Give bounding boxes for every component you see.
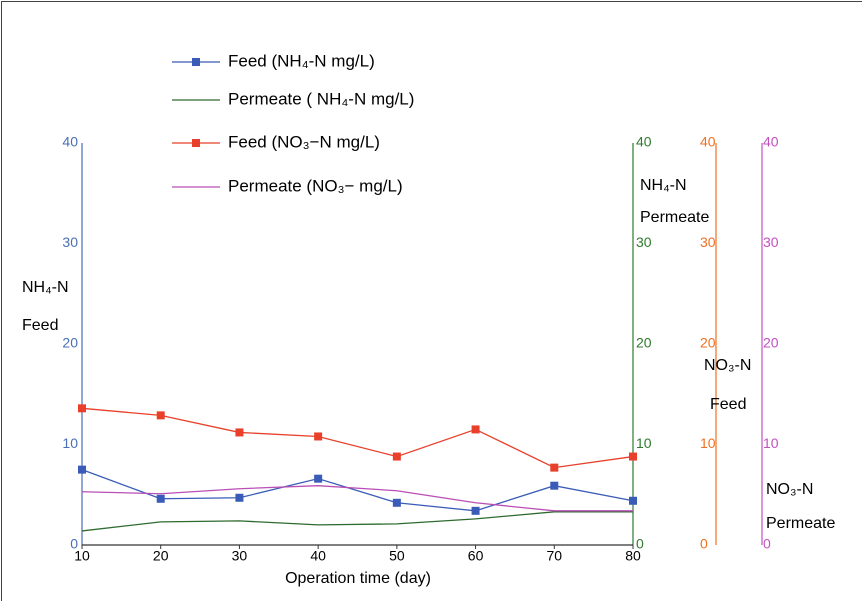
- marker: [314, 474, 323, 483]
- marker: [392, 498, 401, 507]
- y-tick-label: 0: [700, 536, 708, 552]
- legend-label: Permeate ( NH₄-N mg/L): [228, 89, 414, 108]
- marker: [156, 411, 165, 420]
- y-tick-label: 0: [763, 536, 771, 552]
- legend-marker: [192, 139, 200, 147]
- x-axis-title: Operation time (day): [285, 570, 431, 587]
- y-axis-title: NO₃-N: [766, 481, 813, 498]
- series-line: [81, 511, 633, 532]
- x-tick-label: 50: [389, 548, 405, 564]
- y-axis-title: Feed: [710, 396, 746, 413]
- marker: [78, 404, 86, 413]
- y-tick-label: 30: [700, 234, 716, 250]
- marker: [156, 494, 165, 503]
- series-line: [81, 469, 634, 512]
- y-tick-label: 10: [763, 435, 779, 451]
- legend-label: Feed (NH₄-N mg/L): [228, 51, 375, 70]
- y-tick-label: 30: [763, 234, 779, 250]
- y-tick-label: 30: [636, 234, 652, 250]
- y-tick-label: 10: [62, 435, 78, 451]
- marker: [78, 465, 86, 474]
- x-tick-label: 30: [232, 548, 248, 564]
- y-tick-label: 20: [636, 335, 652, 351]
- y-tick-label: 20: [763, 335, 779, 351]
- x-tick-label: 40: [310, 548, 326, 564]
- y-tick-label: 10: [700, 435, 716, 451]
- y-tick-label: 40: [636, 134, 652, 150]
- x-tick-label: 80: [625, 548, 641, 564]
- y-axis-title: Permeate: [766, 515, 835, 532]
- marker: [629, 452, 637, 461]
- y-tick-label: 0: [636, 536, 644, 552]
- marker: [471, 506, 480, 515]
- y-tick-label: 10: [636, 435, 652, 451]
- y-tick-label: 20: [62, 335, 78, 351]
- marker: [550, 463, 559, 472]
- y-tick-label: 40: [763, 134, 779, 150]
- y-axis-title: Permeate: [640, 209, 709, 226]
- y-tick-label: 40: [62, 134, 78, 150]
- y-tick-label: 40: [700, 134, 716, 150]
- legend-label: Permeate (NO₃− mg/L): [228, 176, 403, 195]
- y-axis-title: NH₄-N: [640, 177, 687, 194]
- marker: [550, 481, 559, 490]
- x-tick-label: 10: [74, 548, 90, 564]
- marker: [471, 425, 480, 434]
- y-tick-label: 20: [700, 335, 716, 351]
- x-tick-label: 60: [468, 548, 484, 564]
- marker: [235, 493, 244, 502]
- legend-marker: [192, 58, 200, 66]
- y-axis-title: NO₃-N: [704, 357, 751, 374]
- marker: [392, 452, 401, 461]
- y-axis-title: Feed: [22, 317, 58, 334]
- y-tick-label: 30: [62, 234, 78, 250]
- marker: [235, 428, 244, 437]
- series-line: [81, 485, 633, 512]
- x-tick-label: 20: [153, 548, 169, 564]
- marker: [629, 496, 637, 505]
- y-tick-label: 0: [70, 536, 78, 552]
- y-axis-title: NH₄-N: [22, 279, 69, 296]
- series-line: [81, 407, 634, 469]
- x-tick-label: 70: [546, 548, 562, 564]
- marker: [314, 432, 323, 441]
- legend-label: Feed (NO₃−N mg/L): [228, 132, 380, 151]
